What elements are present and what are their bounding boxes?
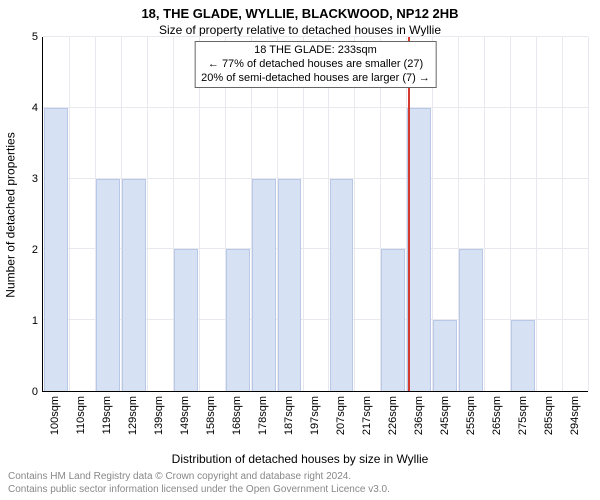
x-tick: 187sqm bbox=[283, 396, 295, 435]
callout-line-2: ← 77% of detached houses are smaller (27… bbox=[201, 58, 430, 72]
y-tick: 4 bbox=[32, 102, 38, 114]
x-axis-row: 100sqm 110sqm 119sqm 129sqm 139sqm 149sqm 158s… bbox=[0, 392, 600, 450]
y-tick: 0 bbox=[32, 386, 38, 398]
callout-line-3: 20% of semi-detached houses are larger (… bbox=[201, 72, 430, 86]
y-axis-label: Number of detached properties bbox=[0, 37, 22, 392]
bar bbox=[44, 108, 68, 391]
x-tick: 236sqm bbox=[413, 396, 425, 435]
grid-line-v bbox=[588, 37, 589, 391]
y-tick: 2 bbox=[32, 244, 38, 256]
x-tick: 275sqm bbox=[517, 396, 529, 435]
marker-callout: 18 THE GLADE: 233sqm ← 77% of detached h… bbox=[194, 41, 437, 88]
callout-line-1: 18 THE GLADE: 233sqm bbox=[201, 44, 430, 58]
x-tick: 158sqm bbox=[205, 396, 217, 435]
y-tick: 3 bbox=[32, 173, 38, 185]
y-tick: 1 bbox=[32, 315, 38, 327]
footer-line-1: Contains HM Land Registry data © Crown c… bbox=[8, 470, 592, 483]
bar bbox=[407, 108, 431, 391]
bar bbox=[252, 179, 276, 391]
x-tick: 294sqm bbox=[569, 396, 581, 435]
plot-wrapper: 18 THE GLADE: 233sqm ← 77% of detached h… bbox=[42, 37, 600, 392]
y-axis: 012345 bbox=[22, 37, 42, 392]
chart-subtitle: Size of property relative to detached ho… bbox=[0, 23, 600, 37]
chart-title: 18, THE GLADE, WYLLIE, BLACKWOOD, NP12 2… bbox=[0, 6, 600, 21]
y-tick: 5 bbox=[32, 31, 38, 43]
bar bbox=[226, 249, 250, 391]
x-tick: 207sqm bbox=[335, 396, 347, 435]
bar bbox=[381, 249, 405, 391]
x-tick: 139sqm bbox=[153, 396, 165, 435]
footer-attribution: Contains HM Land Registry data © Crown c… bbox=[0, 470, 600, 500]
grid-line-v bbox=[484, 37, 485, 391]
x-tick: 255sqm bbox=[465, 396, 477, 435]
x-tick: 265sqm bbox=[491, 396, 503, 435]
x-tick: 285sqm bbox=[543, 396, 555, 435]
grid-line-v bbox=[199, 37, 200, 391]
x-tick: 226sqm bbox=[387, 396, 399, 435]
x-tick: 245sqm bbox=[439, 396, 451, 435]
grid-line-v bbox=[303, 37, 304, 391]
chart-titles: 18, THE GLADE, WYLLIE, BLACKWOOD, NP12 2… bbox=[0, 0, 600, 37]
bar bbox=[511, 320, 535, 391]
x-tick: 217sqm bbox=[361, 396, 373, 435]
x-axis: 100sqm 110sqm 119sqm 129sqm 139sqm 149sqm 158s… bbox=[42, 392, 588, 450]
bar bbox=[174, 249, 198, 391]
plot-region: 18 THE GLADE: 233sqm ← 77% of detached h… bbox=[42, 37, 588, 392]
grid-line-h bbox=[43, 36, 588, 37]
chart-area: Number of detached properties 012345 18 … bbox=[0, 37, 600, 392]
x-tick: 110sqm bbox=[75, 396, 87, 434]
grid-line-v bbox=[536, 37, 537, 391]
x-tick: 197sqm bbox=[309, 396, 321, 435]
x-tick: 119sqm bbox=[101, 396, 113, 434]
bar bbox=[433, 320, 457, 391]
x-tick: 168sqm bbox=[231, 396, 243, 435]
y-axis-label-text: Number of detached properties bbox=[4, 132, 18, 297]
bar bbox=[459, 249, 483, 391]
x-axis-label: Distribution of detached houses by size … bbox=[0, 452, 600, 466]
grid-line-v bbox=[69, 37, 70, 391]
grid-line-h bbox=[43, 107, 588, 108]
grid-line-v bbox=[562, 37, 563, 391]
x-tick: 178sqm bbox=[257, 396, 269, 435]
bar bbox=[96, 179, 120, 391]
bar bbox=[278, 179, 302, 391]
footer-line-2: Contains public sector information licen… bbox=[8, 483, 592, 496]
grid-line-v bbox=[354, 37, 355, 391]
x-tick: 129sqm bbox=[127, 396, 139, 435]
x-tick: 100sqm bbox=[49, 396, 61, 435]
x-tick: 149sqm bbox=[179, 396, 191, 435]
bar bbox=[122, 179, 146, 391]
grid-line-v bbox=[147, 37, 148, 391]
bar bbox=[330, 179, 354, 391]
